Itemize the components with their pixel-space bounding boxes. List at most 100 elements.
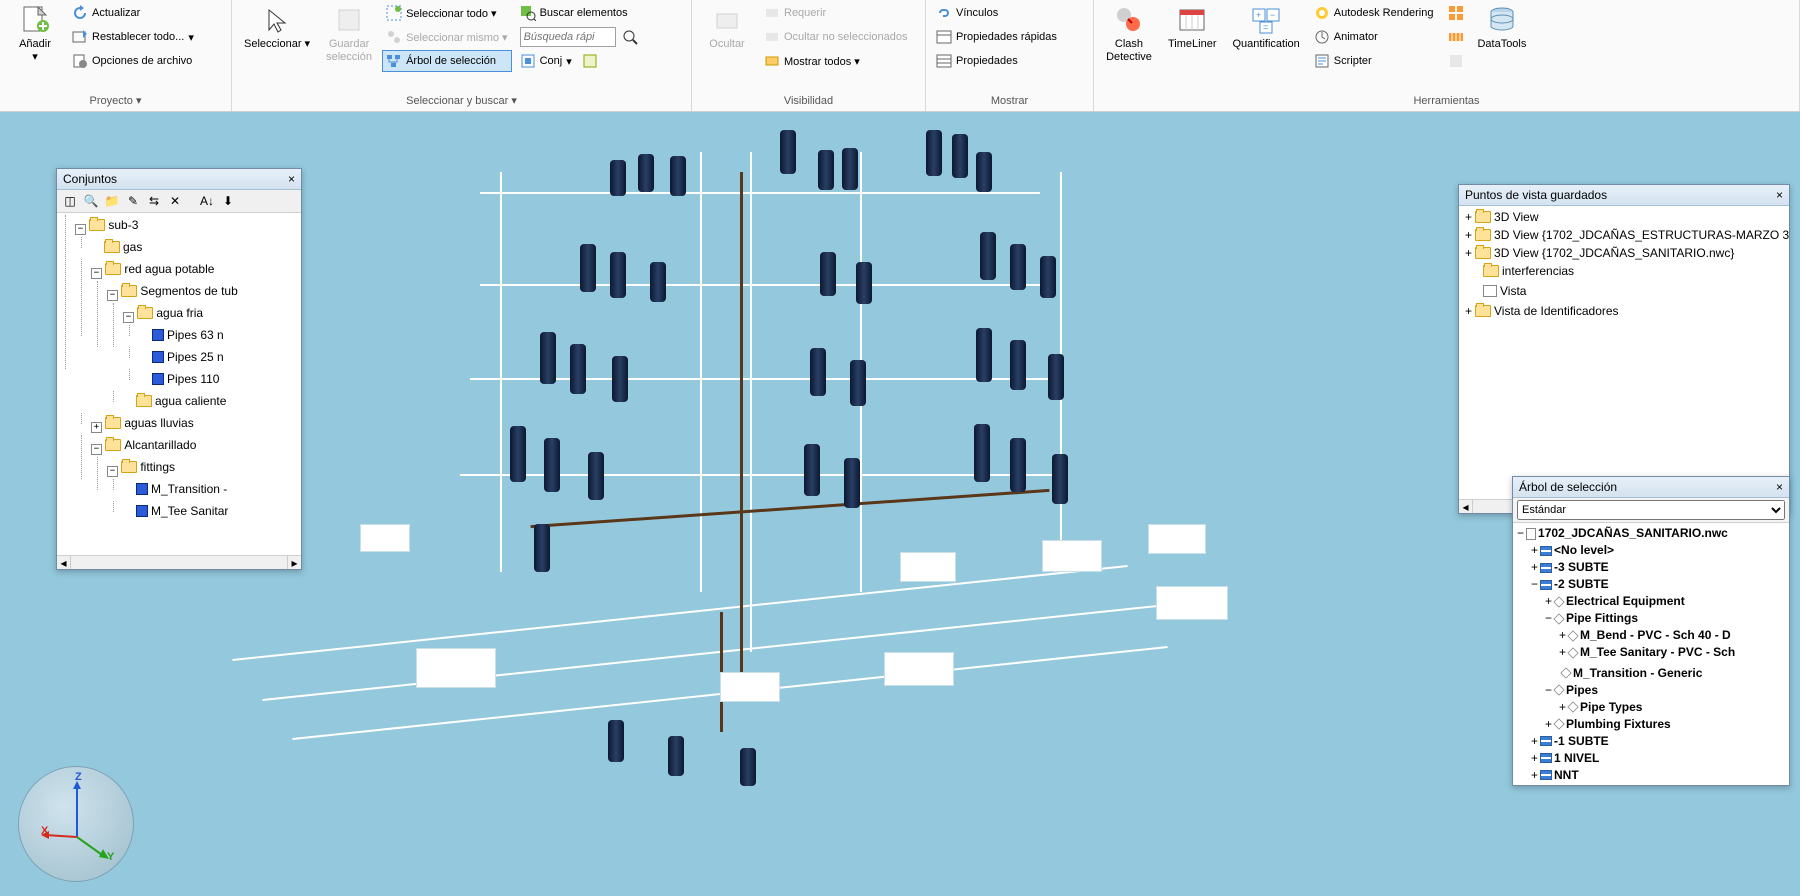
expander[interactable]: +: [1531, 559, 1538, 576]
ocultar-button[interactable]: Ocultar: [698, 2, 756, 53]
tree-body[interactable]: −1702_JDCAÑAS_SANITARIO.nwc +<No level> …: [1513, 522, 1789, 785]
tree-node[interactable]: +Plumbing Fixtures: [1545, 716, 1671, 733]
tree-body[interactable]: − sub-3 gas − red agua potable − Segment…: [57, 213, 301, 555]
expander[interactable]: −: [107, 466, 118, 477]
vp-item[interactable]: interferencias: [1483, 262, 1574, 280]
tree-item[interactable]: Pipes 110: [152, 369, 219, 389]
tree-node[interactable]: M_Transition - Generic: [1559, 665, 1702, 682]
mode-select[interactable]: Estándar: [1517, 500, 1785, 520]
restablecer-button[interactable]: Restablecer todo... ▾: [68, 26, 198, 48]
timeliner-button[interactable]: TimeLiner: [1162, 2, 1223, 53]
guardar-seleccion-button[interactable]: Guardar selección: [320, 2, 378, 65]
expander[interactable]: +: [1531, 767, 1538, 784]
expander[interactable]: +: [1465, 208, 1472, 226]
expander[interactable]: +: [1531, 750, 1538, 767]
tree-node[interactable]: red agua potable: [105, 259, 214, 279]
vp-item[interactable]: Vista: [1483, 282, 1526, 300]
tb-2[interactable]: 🔍: [82, 192, 100, 210]
search-icon[interactable]: [622, 29, 638, 45]
expander[interactable]: +: [1545, 716, 1552, 733]
arbol-seleccion-button[interactable]: Árbol de selección: [382, 50, 512, 72]
expander[interactable]: +: [1559, 627, 1566, 644]
axis-gizmo[interactable]: Z X Y: [18, 766, 134, 882]
appstore-button[interactable]: [1445, 2, 1467, 24]
tb-3[interactable]: 📁: [103, 192, 121, 210]
expander[interactable]: +: [1465, 226, 1472, 244]
expander[interactable]: −: [1531, 576, 1538, 593]
tree-node[interactable]: +Pipe Types: [1559, 699, 1642, 716]
tree-node[interactable]: +1 NIVEL: [1531, 750, 1599, 767]
vinculos-button[interactable]: Vínculos: [932, 2, 1061, 24]
expander[interactable]: +: [1559, 699, 1566, 716]
ocultar-no-sel-button[interactable]: Ocultar no seleccionados: [760, 26, 912, 48]
tb-sort[interactable]: A↓: [198, 192, 216, 210]
tree-node[interactable]: −1702_JDCAÑAS_SANITARIO.nwc: [1517, 525, 1728, 542]
tb-4[interactable]: ✎: [124, 192, 142, 210]
animator-button[interactable]: Animator: [1310, 26, 1438, 48]
tree-item[interactable]: M_Transition -: [136, 479, 227, 499]
expander[interactable]: +: [1531, 733, 1538, 750]
tree-item[interactable]: M_Tee Sanitar: [136, 501, 228, 521]
expander[interactable]: −: [1545, 610, 1552, 627]
search-input[interactable]: [520, 27, 616, 47]
quantification-button[interactable]: +−= Quantification: [1227, 2, 1306, 53]
seleccionar-mismo-button[interactable]: Seleccionar mismo ▾: [382, 26, 512, 48]
tree-node[interactable]: −-2 SUBTE: [1531, 576, 1609, 593]
conjuntos-button[interactable]: Conj ▾: [516, 50, 642, 72]
tree-node[interactable]: +-1 SUBTE: [1531, 733, 1609, 750]
clash-detective-button[interactable]: Clash Detective: [1100, 2, 1158, 65]
filter-icon[interactable]: [582, 53, 598, 69]
rendering-button[interactable]: Autodesk Rendering: [1310, 2, 1438, 24]
expander[interactable]: −: [107, 290, 118, 301]
tree-node[interactable]: +<No level>: [1531, 542, 1614, 559]
tree-node[interactable]: +Electrical Equipment: [1545, 593, 1685, 610]
tree-node[interactable]: −Pipe Fittings: [1545, 610, 1638, 627]
group-label[interactable]: Seleccionar y buscar ▾: [232, 92, 691, 111]
buscar-elementos-button[interactable]: Buscar elementos: [516, 2, 642, 24]
group-label[interactable]: Proyecto ▾: [0, 92, 231, 111]
close-icon[interactable]: ×: [288, 172, 295, 186]
tree-node[interactable]: aguas lluvias: [105, 413, 193, 433]
tree-item[interactable]: Pipes 25 n: [152, 347, 224, 367]
expander[interactable]: −: [1545, 682, 1552, 699]
tree-node[interactable]: +M_Bend - PVC - Sch 40 - D: [1559, 627, 1731, 644]
expander[interactable]: +: [1545, 593, 1552, 610]
tree-node[interactable]: gas: [104, 237, 142, 257]
panel-title[interactable]: Conjuntos×: [57, 169, 301, 190]
scripter-button[interactable]: Scripter: [1310, 50, 1438, 72]
tb-5[interactable]: ⇆: [145, 192, 163, 210]
compare-button[interactable]: [1445, 50, 1467, 72]
tb-1[interactable]: ◫: [61, 192, 79, 210]
expander[interactable]: +: [1465, 244, 1472, 262]
tree-node[interactable]: +NNT: [1531, 767, 1579, 784]
expander[interactable]: −: [123, 312, 134, 323]
tb-6[interactable]: ✕: [166, 192, 184, 210]
expander[interactable]: −: [1517, 525, 1524, 542]
seleccionar-todo-button[interactable]: Seleccionar todo ▾: [382, 2, 512, 24]
expander[interactable]: −: [91, 268, 102, 279]
expander[interactable]: +: [91, 422, 102, 433]
expander[interactable]: +: [1465, 302, 1472, 320]
vp-item[interactable]: + Vista de Identificadores: [1465, 302, 1619, 320]
propiedades-button[interactable]: Propiedades: [932, 50, 1061, 72]
close-icon[interactable]: ×: [1776, 188, 1783, 202]
panel-title[interactable]: Árbol de selección×: [1513, 477, 1789, 498]
tree-node[interactable]: fittings: [121, 457, 175, 477]
tree-node[interactable]: −Pipes: [1545, 682, 1598, 699]
vp-item[interactable]: + 3D View: [1465, 208, 1538, 226]
anadir-button[interactable]: Añadir ▾: [6, 2, 64, 65]
tree-node[interactable]: agua fria: [137, 303, 203, 323]
h-scrollbar[interactable]: ◂▸: [57, 555, 301, 569]
mostrar-todos-button[interactable]: Mostrar todos ▾: [760, 50, 912, 72]
viewport-3d[interactable]: Z X Y Conjuntos× ◫🔍📁✎⇆✕ A↓⬇ − sub-3 gas −…: [0, 112, 1800, 896]
tb-import[interactable]: ⬇: [219, 192, 237, 210]
tree-node[interactable]: agua caliente: [136, 391, 226, 411]
datatools-button[interactable]: DataTools: [1471, 2, 1532, 53]
expander[interactable]: −: [91, 444, 102, 455]
tree-node[interactable]: Alcantarillado: [105, 435, 196, 455]
opciones-archivo-button[interactable]: Opciones de archivo: [68, 50, 198, 72]
tree-node[interactable]: sub-3: [89, 215, 138, 235]
batch-button[interactable]: [1445, 26, 1467, 48]
tree-node[interactable]: +M_Tee Sanitary - PVC - Sch: [1559, 644, 1735, 661]
panel-title[interactable]: Puntos de vista guardados×: [1459, 185, 1789, 206]
